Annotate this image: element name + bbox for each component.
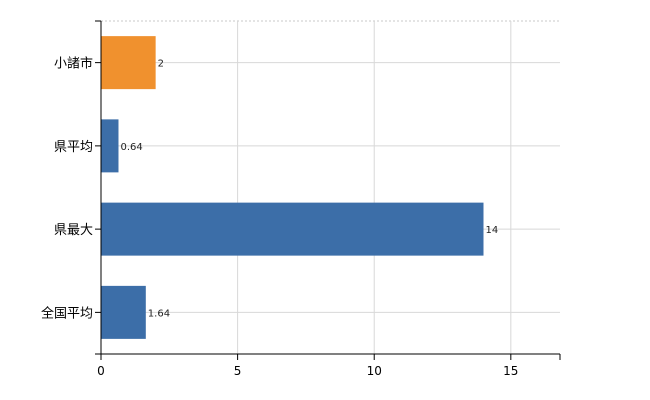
data-label: 1.64 [148,308,170,319]
data-label: 14 [486,225,499,236]
x-tick-label: 0 [97,364,105,378]
bars [101,36,484,339]
axes [95,20,561,360]
y-tick-label: 小諸市 [54,56,93,72]
bar-4 [101,285,146,339]
gridlines [101,20,560,354]
x-tick-label: 15 [503,364,518,378]
bar-1 [101,36,156,90]
bar-2 [101,119,119,173]
y-tick-label: 県最大 [54,223,93,238]
y-tick-label: 全国平均 [41,305,93,321]
y-tick-label: 県平均 [54,140,93,155]
bar-3 [101,202,484,256]
data-label: 2 [158,59,164,70]
data-label: 0.64 [120,142,142,153]
x-tick-label: 10 [367,364,382,378]
x-tick-label: 5 [234,364,242,378]
